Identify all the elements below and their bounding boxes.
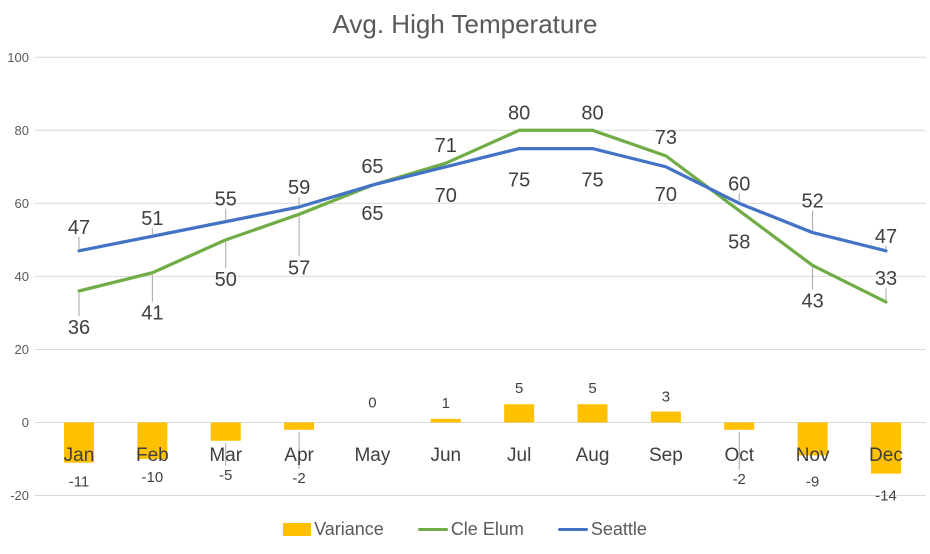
cle-elum-value-label: 33 — [875, 268, 897, 290]
seattle-value-label: 59 — [288, 177, 310, 199]
variance-value-label: -11 — [69, 474, 90, 491]
variance-bar — [64, 422, 94, 463]
variance-bar — [650, 411, 681, 423]
x-axis-label: Aug — [576, 445, 610, 466]
variance-value-label: 5 — [515, 380, 523, 397]
cle-elum-value-label: 80 — [581, 102, 603, 124]
seattle-swatch-icon — [557, 527, 588, 532]
variance-bar — [724, 422, 755, 430]
cle-elum-value-label: 73 — [655, 127, 677, 149]
legend-item-variance: Variance — [283, 519, 384, 540]
x-axis-label: Dec — [869, 445, 903, 466]
legend: Variance Cle Elum Seattle — [0, 519, 930, 540]
x-axis-label: May — [354, 445, 390, 466]
y-axis-tick-label: 60 — [15, 196, 29, 211]
cle-elum-value-label: 65 — [361, 203, 383, 225]
cle-elum-value-label: 58 — [728, 232, 750, 254]
y-axis-tick-label: 0 — [22, 415, 29, 430]
variance-bar — [430, 418, 461, 423]
y-axis-tick-label: 20 — [15, 342, 29, 357]
variance-bar — [870, 422, 901, 474]
legend-label-variance: Variance — [314, 519, 384, 539]
x-axis-label: Jul — [507, 445, 531, 466]
x-axis-label: Sep — [649, 445, 683, 466]
variance-value-label: 3 — [662, 389, 670, 406]
legend-label-cle-elum: Cle Elum — [450, 519, 524, 539]
variance-value-label: -9 — [806, 473, 819, 490]
chart-title: Avg. High Temperature — [332, 9, 598, 39]
variance-swatch-icon — [283, 523, 312, 536]
x-axis-label: Feb — [136, 445, 169, 466]
seattle-value-label: 52 — [801, 191, 823, 213]
y-axis-tick-label: 40 — [15, 269, 29, 284]
x-axis-label: Oct — [724, 445, 754, 466]
seattle-value-label: 60 — [728, 173, 750, 195]
cle-elum-value-label: 80 — [508, 102, 530, 124]
variance-bar — [210, 422, 241, 441]
variance-value-label: -2 — [733, 471, 746, 488]
variance-value-label: 1 — [442, 395, 450, 412]
y-axis-tick-label: -20 — [10, 488, 29, 503]
cle-elum-value-label: 36 — [68, 317, 90, 339]
seattle-value-label: 65 — [361, 156, 383, 178]
variance-value-label: 0 — [368, 395, 376, 412]
variance-value-label: -10 — [142, 469, 164, 486]
seattle-value-label: 70 — [655, 184, 677, 206]
x-axis-label: Jun — [430, 445, 461, 466]
variance-value-label: 5 — [588, 380, 596, 397]
y-axis-tick-label: 100 — [7, 50, 29, 65]
seattle-value-label: 55 — [215, 189, 237, 211]
variance-bar — [577, 404, 608, 423]
seattle-line — [77, 146, 888, 253]
seattle-value-label: 51 — [141, 208, 163, 230]
variance-bar — [797, 422, 828, 456]
cle-elum-value-label: 50 — [215, 269, 237, 291]
y-axis-tick-label: 80 — [15, 123, 29, 138]
variance-value-label: -14 — [875, 488, 897, 505]
cle-elum-value-label: 41 — [141, 303, 163, 325]
variance-value-label: -5 — [219, 467, 232, 484]
legend-item-cle-elum: Cle Elum — [417, 519, 524, 540]
variance-bar — [284, 422, 315, 430]
variance-bar — [504, 404, 535, 423]
x-axis-label: Apr — [284, 445, 314, 466]
cle-elum-value-label: 71 — [435, 135, 457, 157]
legend-label-seattle: Seattle — [590, 519, 647, 539]
seattle-value-label: 47 — [68, 217, 90, 239]
cle-elum-swatch-icon — [417, 527, 448, 532]
variance-value-label: -2 — [292, 470, 305, 487]
x-axis-label: Mar — [209, 445, 242, 466]
seattle-value-label: 75 — [581, 170, 603, 192]
seattle-value-label: 75 — [508, 170, 530, 192]
x-axis-label: Jan — [64, 445, 95, 466]
x-axis-label: Nov — [796, 445, 830, 466]
cle-elum-line — [77, 128, 888, 304]
variance-bar — [137, 422, 168, 460]
cle-elum-value-label: 57 — [288, 257, 310, 279]
legend-item-seattle: Seattle — [557, 519, 647, 540]
seattle-value-label: 47 — [875, 226, 897, 248]
cle-elum-value-label: 43 — [801, 290, 823, 312]
seattle-value-label: 70 — [435, 185, 457, 207]
